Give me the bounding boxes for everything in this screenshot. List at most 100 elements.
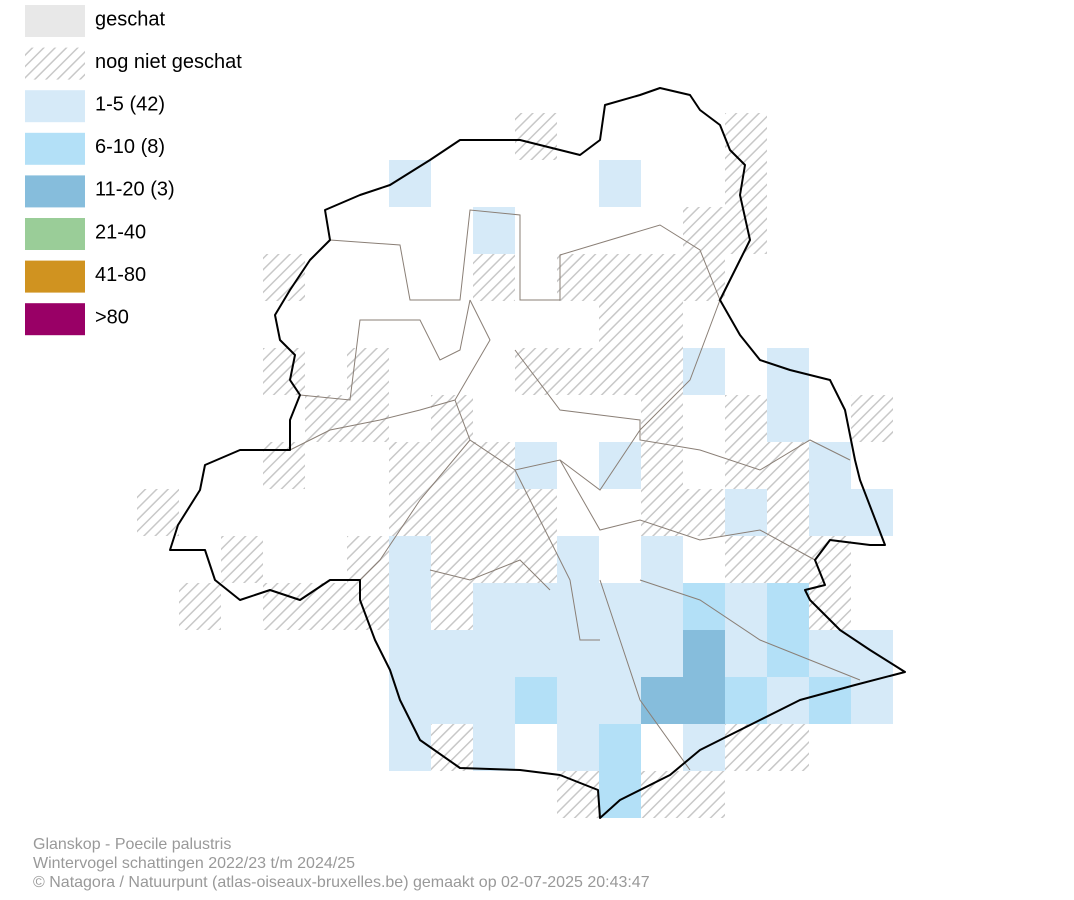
grid-cell (515, 583, 557, 630)
grid-cell (599, 771, 641, 818)
grid-cell (809, 677, 851, 724)
grid-cell (179, 583, 221, 630)
grid-cell (515, 677, 557, 724)
grid-cell (683, 630, 725, 677)
grid-cell (389, 536, 431, 583)
grid-cell (599, 583, 641, 630)
grid-cell (683, 207, 725, 254)
grid-cell (725, 113, 767, 160)
grid-cell (599, 677, 641, 724)
grid-cell (347, 536, 389, 583)
grid-cell (683, 254, 725, 301)
grid-cell (431, 442, 473, 489)
grid-cell (599, 160, 641, 207)
footer-line: Wintervogel schattingen 2022/23 t/m 2024… (33, 855, 355, 872)
legend-label: 21-40 (95, 221, 146, 243)
grid-cell (767, 583, 809, 630)
grid-cell (809, 489, 851, 536)
footer-line: Glanskop - Poecile palustris (33, 836, 231, 853)
grid-cell (641, 442, 683, 489)
grid-cell (599, 301, 641, 348)
grid-cell (725, 489, 767, 536)
grid-cell (683, 583, 725, 630)
grid-cell (221, 536, 263, 583)
grid-cell (683, 677, 725, 724)
grid-cell (725, 583, 767, 630)
grid-cell (473, 489, 515, 536)
grid-cell (473, 677, 515, 724)
grid-cells (137, 113, 893, 818)
legend-swatch (25, 47, 85, 80)
grid-cell (683, 489, 725, 536)
grid-cell (641, 489, 683, 536)
footer: Glanskop - Poecile palustris Wintervogel … (33, 836, 650, 891)
grid-cell (473, 630, 515, 677)
legend-label: nog niet geschat (95, 51, 242, 73)
legend-label: 6-10 (8) (95, 136, 165, 158)
grid-cell (725, 724, 767, 771)
grid-cell (767, 442, 809, 489)
legend-swatch (25, 90, 85, 123)
legend-swatch (25, 303, 85, 336)
grid-cell (263, 348, 305, 395)
grid-cell (431, 489, 473, 536)
grid-cell (431, 630, 473, 677)
grid-cell (851, 630, 893, 677)
grid-cell (767, 630, 809, 677)
grid-cell (641, 301, 683, 348)
grid-cell (305, 583, 347, 630)
legend-label: geschat (95, 8, 165, 30)
grid-cell (767, 489, 809, 536)
grid-cell (473, 583, 515, 630)
grid-cell (431, 677, 473, 724)
grid-cell (641, 583, 683, 630)
grid-cell (347, 395, 389, 442)
legend-label: 1-5 (42) (95, 93, 165, 115)
grid-cell (389, 489, 431, 536)
grid-cell (389, 677, 431, 724)
grid-cell (557, 536, 599, 583)
grid-cell (767, 395, 809, 442)
grid-cell (641, 536, 683, 583)
grid-cell (599, 630, 641, 677)
grid-cell (851, 395, 893, 442)
grid-cell (557, 724, 599, 771)
grid-cell (473, 724, 515, 771)
legend-swatch (25, 260, 85, 293)
grid-cell (767, 677, 809, 724)
grid-cell (389, 160, 431, 207)
grid-cell (305, 395, 347, 442)
legend-swatch (25, 218, 85, 250)
grid-cell (389, 724, 431, 771)
region-border (169, 87, 906, 819)
grid-cell (473, 536, 515, 583)
legend-label: >80 (95, 306, 129, 328)
legend-swatch (25, 5, 85, 37)
grid-cell (641, 254, 683, 301)
grid-cell (473, 254, 515, 301)
grid-cell (515, 536, 557, 583)
grid-cell (767, 348, 809, 395)
grid-cell (725, 160, 767, 207)
grid-cell (599, 348, 641, 395)
grid-cell (767, 724, 809, 771)
grid-cell (599, 724, 641, 771)
municipal-borders (289, 209, 861, 771)
grid-cell (557, 254, 599, 301)
grid-cell (641, 395, 683, 442)
grid-cell (725, 536, 767, 583)
grid-cell (557, 583, 599, 630)
legend-label: 11-20 (3) (95, 179, 175, 201)
grid-cell (557, 630, 599, 677)
grid-cell (809, 630, 851, 677)
grid-cell (431, 583, 473, 630)
grid-cell (389, 442, 431, 489)
grid-cell (725, 395, 767, 442)
grid-cell (137, 489, 179, 536)
grid-cell (389, 630, 431, 677)
grid-cell (389, 583, 431, 630)
grid-cell (515, 348, 557, 395)
grid-cell (809, 442, 851, 489)
